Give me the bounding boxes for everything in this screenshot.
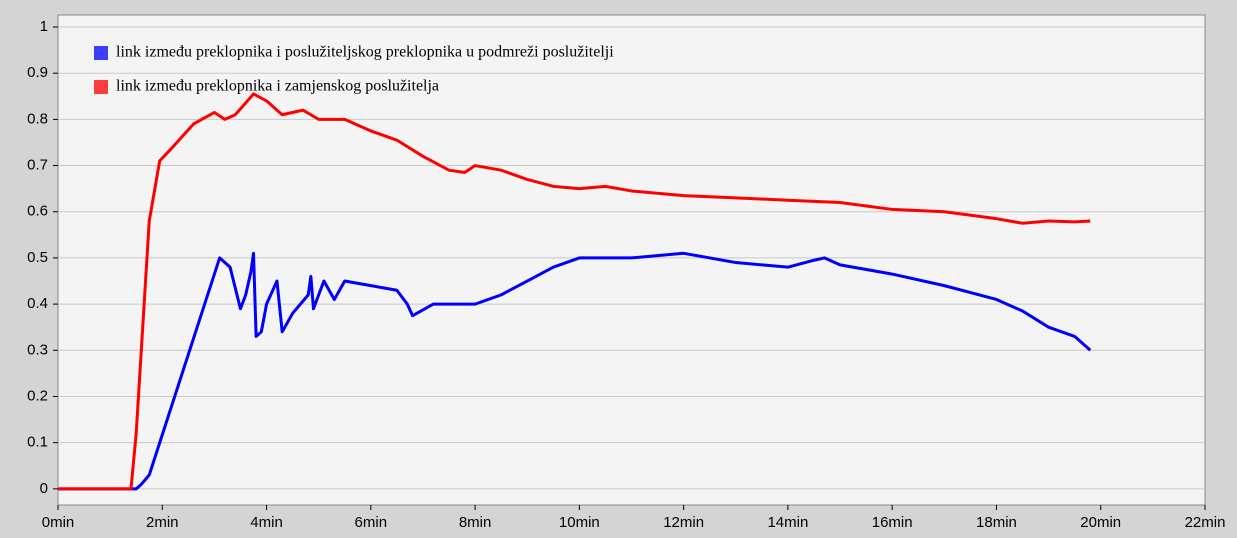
x-tick-label: 18min: [976, 514, 1017, 531]
x-tick-label: 16min: [872, 514, 913, 531]
y-tick-label: 0.5: [27, 249, 48, 266]
line-series: [58, 251, 1092, 491]
legend-swatch: [94, 46, 108, 60]
x-tick-label: 0min: [42, 514, 75, 531]
y-tick-label: 0.6: [27, 203, 48, 220]
x-tick-label: 14min: [767, 514, 808, 531]
y-tick-label: 0.4: [27, 295, 48, 312]
y-tick-label: 0.9: [27, 64, 48, 81]
x-tick-label: 6min: [355, 514, 388, 531]
y-tick-label: 0.7: [27, 157, 48, 174]
y-tick-label: 0.1: [27, 434, 48, 451]
x-tick-label: 10min: [559, 514, 600, 531]
y-tick-label: 1: [40, 18, 48, 35]
legend-label: link između preklopnika i poslužiteljsko…: [116, 44, 614, 61]
x-tick-label: 12min: [663, 514, 704, 531]
x-tick-label: 20min: [1080, 514, 1121, 531]
x-tick-label: 8min: [459, 514, 492, 531]
legend-swatch: [94, 80, 108, 94]
y-tick-label: 0: [40, 480, 48, 497]
line-series: [58, 92, 1091, 491]
legend-label: link između preklopnika i zamjenskog pos…: [116, 78, 439, 95]
y-tick-label: 0.8: [27, 110, 48, 127]
y-tick-label: 0.2: [27, 387, 48, 404]
x-tick-label: 4min: [250, 514, 283, 531]
y-tick-label: 0.3: [27, 341, 48, 358]
x-tick-label: 2min: [146, 514, 179, 531]
x-tick-label: 22min: [1185, 514, 1226, 531]
